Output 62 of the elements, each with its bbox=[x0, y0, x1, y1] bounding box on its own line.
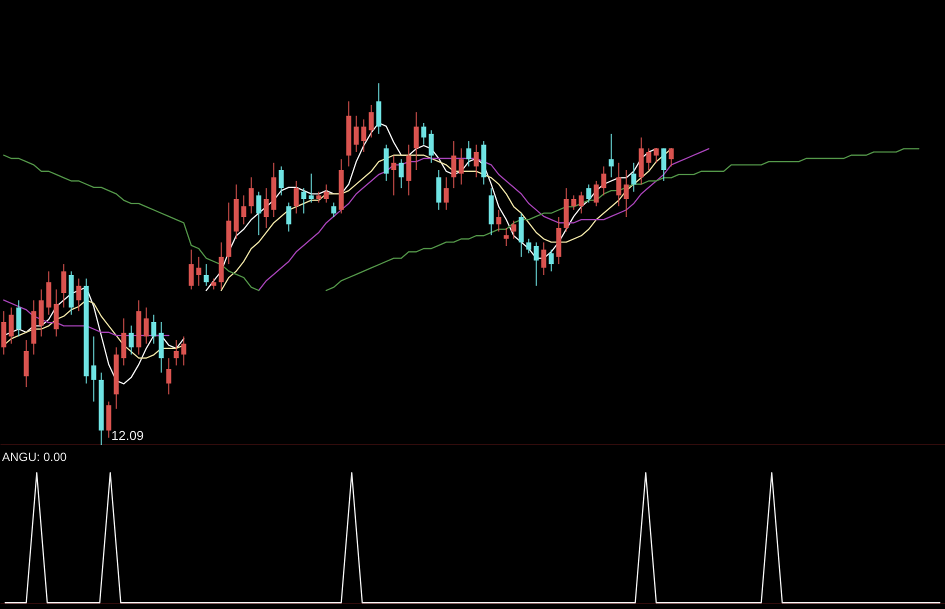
candlestick bbox=[444, 176, 449, 210]
candlestick bbox=[256, 191, 262, 236]
candlestick bbox=[586, 184, 592, 204]
candlestick bbox=[661, 148, 666, 182]
candlestick bbox=[354, 115, 359, 152]
candlestick bbox=[278, 166, 284, 196]
candlestick bbox=[474, 144, 479, 178]
candlestick bbox=[316, 191, 322, 204]
candlestick bbox=[91, 336, 96, 402]
candlestick bbox=[151, 314, 156, 344]
candlestick bbox=[578, 191, 584, 214]
candlestick bbox=[646, 148, 652, 171]
candlestick bbox=[511, 220, 516, 240]
candlestick bbox=[181, 336, 186, 366]
candlestick bbox=[428, 130, 434, 164]
candlestick bbox=[331, 202, 336, 218]
candlestick bbox=[76, 278, 82, 312]
candlestick bbox=[571, 194, 576, 210]
candlestick bbox=[398, 158, 404, 189]
candlestick bbox=[241, 194, 246, 225]
candlestick bbox=[211, 278, 216, 290]
candlestick bbox=[594, 180, 599, 207]
candlestick bbox=[526, 238, 532, 254]
candlestick bbox=[294, 180, 299, 214]
candlestick bbox=[601, 166, 606, 196]
candlestick bbox=[624, 170, 629, 218]
candlestick bbox=[466, 140, 472, 167]
candlestick bbox=[128, 325, 134, 356]
candlestick bbox=[144, 307, 149, 344]
candlestick bbox=[548, 249, 554, 272]
candlestick bbox=[534, 242, 539, 286]
candlestick bbox=[608, 133, 614, 178]
candlestick bbox=[16, 300, 22, 337]
candlestick bbox=[496, 209, 502, 232]
candlestick bbox=[196, 256, 202, 286]
candlestick bbox=[286, 202, 292, 232]
candlestick bbox=[368, 104, 374, 138]
candlestick bbox=[631, 162, 636, 192]
candlestick bbox=[451, 140, 456, 189]
candlestick bbox=[324, 184, 329, 204]
candlestick bbox=[166, 358, 172, 395]
candlestick bbox=[654, 148, 659, 164]
candlestick bbox=[541, 242, 546, 276]
candlestick bbox=[308, 173, 314, 204]
candlestick bbox=[61, 264, 66, 308]
candlestick bbox=[616, 162, 622, 207]
candlestick bbox=[248, 176, 254, 214]
candlestick bbox=[204, 264, 209, 286]
candlestick bbox=[458, 148, 464, 186]
candlestick bbox=[301, 188, 306, 214]
candlestick bbox=[264, 188, 269, 228]
annotation: 12.09 bbox=[111, 428, 144, 443]
candlestick bbox=[188, 249, 194, 290]
candlestick bbox=[504, 227, 509, 247]
candlestick bbox=[361, 118, 366, 152]
candlestick bbox=[8, 307, 14, 344]
candlestick bbox=[174, 340, 179, 366]
candlestick bbox=[668, 148, 674, 167]
text: ANGU: 0.00 bbox=[2, 450, 68, 464]
candlestick bbox=[414, 112, 419, 171]
candlestick bbox=[391, 155, 396, 196]
candlestick bbox=[421, 122, 426, 146]
